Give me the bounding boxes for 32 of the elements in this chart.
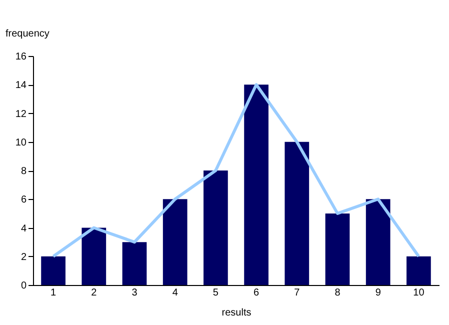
y-tick-label: 12 (15, 108, 27, 120)
y-tick-label: 0 (20, 280, 27, 292)
bar (41, 256, 66, 285)
bar (122, 242, 147, 285)
y-tick-label: 4 (20, 223, 27, 234)
x-tick-label: 10 (413, 288, 425, 298)
line-series (52, 83, 420, 258)
x-tick-label: 5 (212, 288, 219, 298)
bar (162, 199, 188, 285)
bar (366, 199, 390, 285)
bar (406, 256, 431, 285)
y-tick-label: 6 (20, 194, 27, 206)
bar (284, 142, 310, 285)
bar (82, 228, 106, 285)
x-tick-label: 4 (172, 288, 178, 298)
x-tick-label: 9 (375, 288, 382, 298)
x-tick-label: 8 (334, 288, 341, 298)
bar (325, 213, 350, 285)
x-axis-title: results (222, 308, 252, 318)
y-tick-label: 10 (15, 137, 27, 148)
bar (204, 170, 228, 285)
y-tick-label: 16 (15, 52, 27, 62)
x-tick-label: 1 (50, 288, 57, 298)
y-tick-label: 14 (15, 80, 27, 92)
y-tick-label: 2 (20, 252, 27, 263)
y-tick-label: 8 (20, 166, 27, 177)
x-tick-label: 6 (254, 288, 260, 298)
bar (244, 84, 268, 285)
y-axis-title: frequency (6, 28, 50, 40)
x-tick-label: 3 (132, 288, 138, 298)
x-tick-label: 7 (294, 288, 300, 298)
x-tick-label: 2 (91, 288, 98, 298)
